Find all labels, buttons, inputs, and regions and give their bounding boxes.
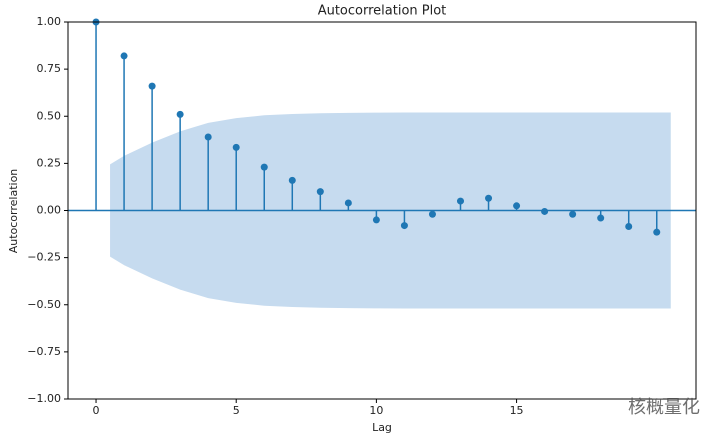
stem-marker	[625, 223, 633, 231]
stem-marker	[485, 194, 493, 202]
stem-marker	[400, 222, 408, 230]
y-tick-label: 0.50	[37, 109, 62, 122]
stem-marker	[176, 110, 184, 118]
stem-marker	[428, 210, 436, 218]
x-tick-label: 15	[510, 404, 524, 417]
stem-marker	[569, 210, 577, 218]
stem-marker	[513, 202, 521, 210]
y-tick-label: −0.25	[27, 251, 61, 264]
y-tick-label: −1.00	[27, 392, 61, 405]
stem-marker	[653, 228, 661, 236]
stem-marker	[541, 207, 549, 215]
y-axis-label: Autocorrelation	[7, 169, 20, 254]
x-tick-label: 10	[369, 404, 383, 417]
stem-marker	[288, 176, 296, 184]
x-axis-label: Lag	[372, 421, 392, 434]
y-tick-label: −0.75	[27, 345, 61, 358]
y-tick-label: 0.00	[37, 204, 62, 217]
stem-marker	[316, 188, 324, 196]
stem-marker	[120, 52, 128, 60]
stem-marker	[372, 216, 380, 224]
plot-frame	[67, 21, 697, 400]
y-tick-label: 0.25	[37, 156, 62, 169]
stem-marker	[232, 143, 240, 151]
stem-marker	[204, 133, 212, 141]
x-tick-label: 0	[93, 404, 100, 417]
stem-marker	[148, 82, 156, 90]
stem-marker	[260, 163, 268, 171]
stem-marker	[457, 197, 464, 205]
chart-title: Autocorrelation Plot	[318, 4, 447, 19]
y-tick-label: −0.50	[27, 298, 61, 311]
stem-marker	[344, 199, 352, 207]
y-tick-label: 1.00	[37, 15, 62, 28]
y-tick-label: 0.75	[37, 62, 62, 75]
watermark: 核概量化	[628, 397, 700, 418]
stem-marker	[597, 214, 605, 222]
x-tick-label: 5	[233, 404, 240, 417]
